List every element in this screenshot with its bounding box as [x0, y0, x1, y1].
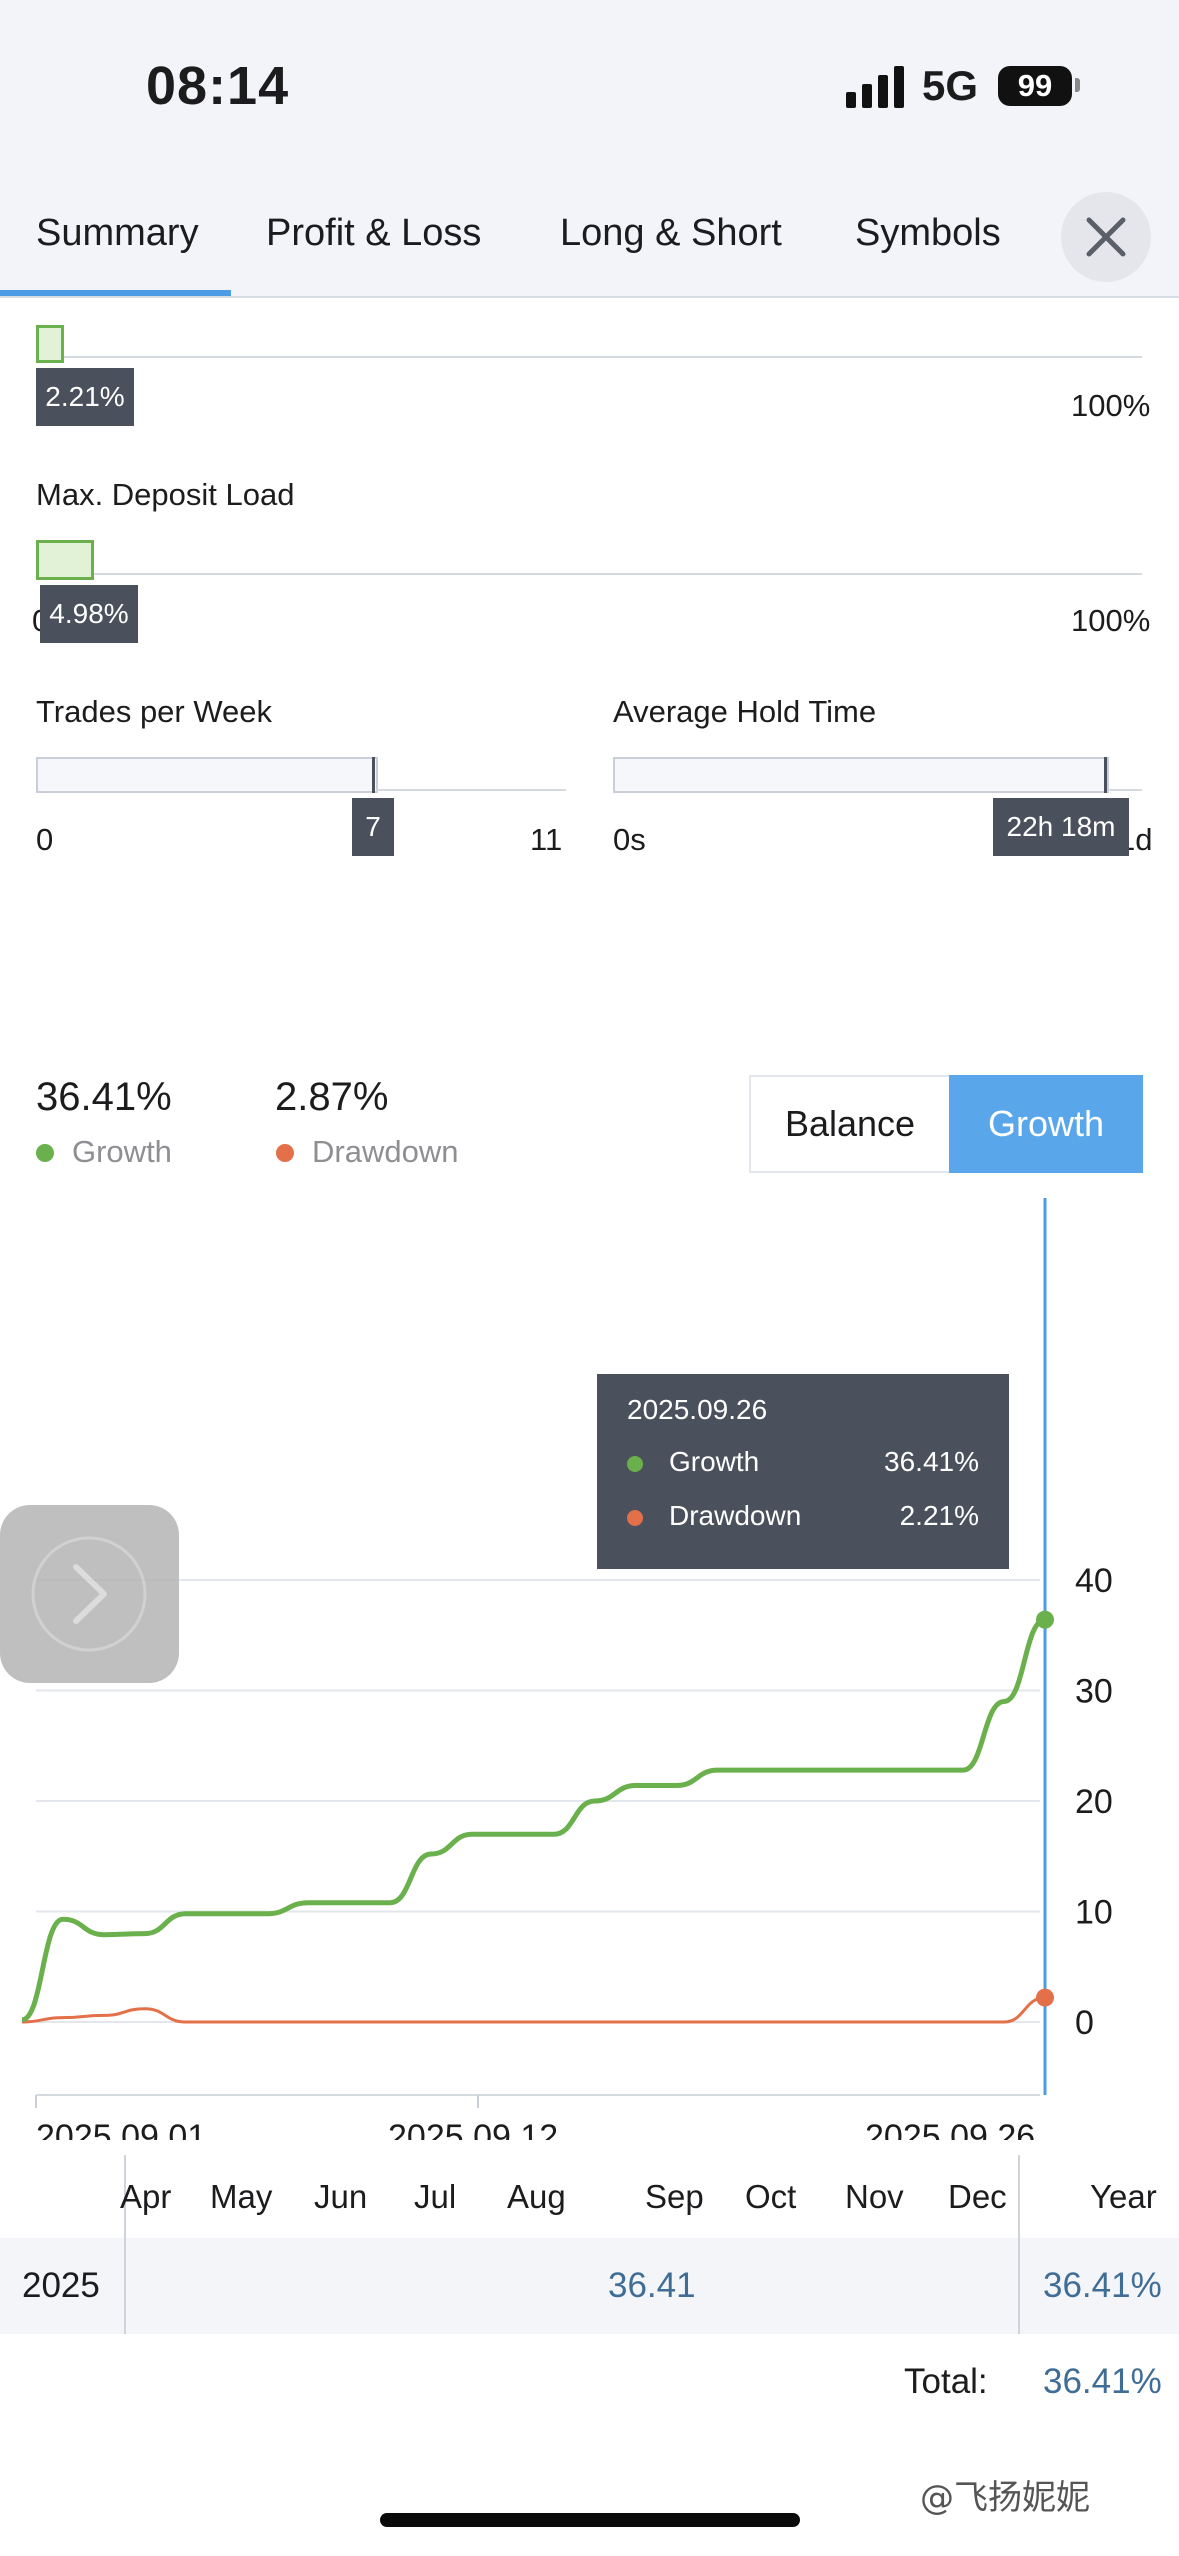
- trades-per-week-min: 0: [36, 822, 54, 857]
- slider-track: [36, 356, 1142, 358]
- deposit-load-max: 100%: [1071, 603, 1151, 638]
- month-header-jun: Jun: [314, 2178, 368, 2215]
- close-button[interactable]: [1061, 192, 1151, 282]
- slider-value-tooltip: 2.21%: [36, 368, 134, 426]
- year-header: Year: [1090, 2178, 1157, 2215]
- y-tick-label: 40: [1075, 1562, 1113, 1600]
- deposit-load-track: [36, 573, 1142, 575]
- growth-legend-dot: [36, 1144, 54, 1162]
- sep-value: 36.41: [608, 2266, 696, 2305]
- growth-value: 36.41%: [36, 1075, 172, 1119]
- growth-chart[interactable]: 0 10 20 30 40 2025.09.01 2025.09.12 2025.09.…: [0, 1190, 1179, 2140]
- growth-point-marker: [1036, 1610, 1054, 1629]
- growth-toggle-button[interactable]: Growth: [949, 1075, 1143, 1173]
- drawdown-series-line: [21, 1996, 1046, 2024]
- avg-hold-time-label: Average Hold Time: [613, 694, 877, 729]
- chart-tooltip: 2025.09.26 Growth 36.41% Drawdown 2.21%: [597, 1374, 1009, 1569]
- tab-long-short[interactable]: Long & Short: [560, 212, 782, 254]
- trades-per-week-marker[interactable]: [372, 757, 375, 793]
- tab-symbols[interactable]: Symbols: [855, 212, 1001, 254]
- tooltip-drawdown-dot: [627, 1510, 643, 1526]
- tooltip-growth-value: 36.41%: [884, 1446, 979, 1477]
- growth-series-line: [21, 1617, 1046, 2023]
- total-value: 36.41%: [1043, 2362, 1162, 2401]
- drawdown-legend-dot: [276, 1144, 294, 1162]
- x-tick-label: 2025.09.01: [36, 2118, 206, 2140]
- tab-bar: [0, 170, 1179, 298]
- x-tick-label: 2025.09.26: [865, 2118, 1035, 2140]
- network-label: 5G: [922, 62, 979, 109]
- tab-profit-loss[interactable]: Profit & Loss: [266, 212, 482, 254]
- row-year: 2025: [22, 2266, 100, 2305]
- trades-per-week-label: Trades per Week: [36, 694, 273, 729]
- month-header-sep: Sep: [645, 2178, 704, 2215]
- drawdown-value: 2.87%: [275, 1075, 389, 1119]
- deposit-load-label: Max. Deposit Load: [36, 477, 295, 512]
- table-row: [0, 2238, 1179, 2334]
- active-tab-indicator: [0, 290, 231, 296]
- status-bar: [0, 0, 1179, 170]
- y-tick-label: 10: [1075, 1894, 1113, 1932]
- table-divider: [124, 2155, 126, 2290]
- close-icon: [1086, 217, 1126, 257]
- month-header-nov: Nov: [845, 2178, 904, 2215]
- battery-tip: [1075, 78, 1080, 92]
- month-header-dec: Dec: [948, 2178, 1007, 2215]
- watermark: @飞扬妮妮: [920, 2478, 1090, 2518]
- month-header-oct: Oct: [745, 2178, 797, 2215]
- drawdown-legend-label: Drawdown: [312, 1134, 459, 1169]
- tooltip-growth-dot: [627, 1456, 643, 1472]
- avg-hold-time-min: 0s: [613, 822, 646, 857]
- slider-max-label: 100%: [1071, 388, 1151, 423]
- table-divider: [1018, 2238, 1020, 2334]
- y-tick-label: 30: [1075, 1673, 1113, 1711]
- month-header-jul: Jul: [414, 2178, 457, 2215]
- tooltip-growth-label: Growth: [669, 1446, 760, 1477]
- tooltip-drawdown-value: 2.21%: [899, 1500, 979, 1531]
- tooltip-date: 2025.09.26: [627, 1394, 768, 1425]
- trades-per-week-box: [36, 757, 378, 793]
- trades-per-week-tooltip: 7: [352, 798, 394, 856]
- deposit-load-fill: [36, 540, 94, 580]
- total-label: Total:: [904, 2362, 988, 2401]
- tab-summary[interactable]: Summary: [36, 212, 199, 254]
- avg-hold-time-box: [613, 757, 1109, 793]
- month-header-aug: Aug: [507, 2178, 566, 2215]
- growth-legend-label: Growth: [72, 1134, 172, 1169]
- avg-hold-time-marker[interactable]: [1104, 757, 1107, 793]
- signal-icon: [846, 66, 904, 108]
- table-divider: [1018, 2155, 1020, 2290]
- y-tick-label: 0: [1075, 2004, 1094, 2042]
- trades-per-week-track: [376, 789, 566, 791]
- year-value: 36.41%: [1043, 2266, 1162, 2305]
- balance-toggle-button[interactable]: Balance: [749, 1075, 951, 1173]
- home-indicator: [380, 2513, 800, 2527]
- month-header-apr: Apr: [120, 2178, 172, 2215]
- expand-side-button[interactable]: [0, 1505, 179, 1683]
- x-tick-label: 2025.09.12: [388, 2118, 558, 2140]
- avg-hold-time-track: [1108, 789, 1142, 791]
- trades-per-week-max: 11: [530, 822, 563, 857]
- drawdown-point-marker: [1036, 1988, 1054, 2007]
- month-header-may: May: [210, 2178, 273, 2215]
- table-divider: [124, 2238, 126, 2334]
- y-tick-label: 20: [1075, 1783, 1113, 1821]
- status-time: 08:14: [146, 56, 290, 116]
- avg-hold-time-tooltip: 22h 18m: [993, 798, 1129, 856]
- battery-icon: 99: [998, 66, 1072, 106]
- tooltip-drawdown-label: Drawdown: [669, 1500, 802, 1531]
- deposit-load-tooltip: 4.98%: [40, 585, 138, 643]
- chevron-right-icon: [31, 1536, 147, 1652]
- slider-fill: [36, 325, 64, 363]
